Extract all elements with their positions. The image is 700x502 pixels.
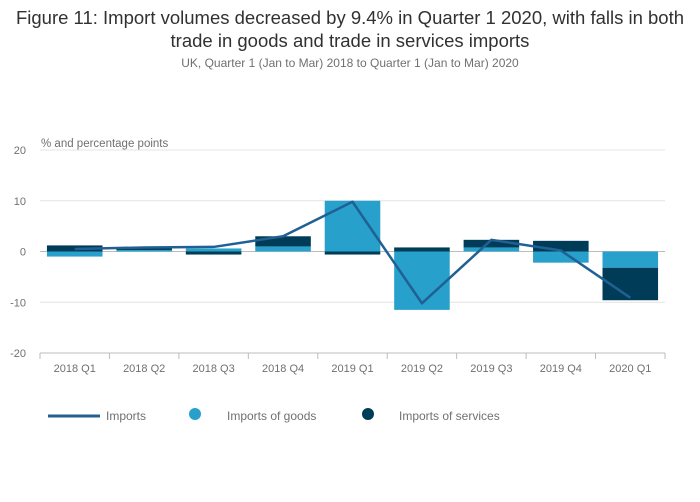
bar-imports-of-services bbox=[463, 239, 520, 248]
bar-imports-of-services bbox=[394, 247, 450, 252]
y-tick-label: 0 bbox=[20, 247, 26, 259]
bar-imports-of-services bbox=[533, 240, 589, 252]
legend-label-goods: Imports of goods bbox=[227, 409, 316, 423]
chart-title: Figure 11: Import volumes decreased by 9… bbox=[15, 7, 685, 51]
bar-imports-of-services bbox=[116, 248, 172, 250]
y-tick-label: 10 bbox=[14, 196, 26, 208]
bar-imports-of-goods bbox=[255, 246, 311, 252]
legend-label-services: Imports of services bbox=[399, 409, 500, 423]
y-tick-labels: -20 -10 0 10 20 bbox=[10, 145, 26, 360]
y-axis-title: % and percentage points bbox=[41, 138, 168, 150]
bar-imports-of-goods bbox=[533, 251, 589, 263]
bar-imports-of-goods bbox=[46, 251, 103, 257]
y-tick-label: -10 bbox=[10, 297, 26, 309]
bar-imports-of-goods bbox=[116, 249, 172, 252]
x-tick-label: 2019 Q4 bbox=[540, 363, 582, 375]
imports-line-group bbox=[74, 200, 631, 305]
y-tick-label: -20 bbox=[10, 348, 26, 360]
x-tick-label: 2019 Q3 bbox=[470, 363, 512, 375]
x-tick-label: 2020 Q1 bbox=[609, 363, 651, 375]
bar-imports-of-services bbox=[255, 236, 311, 247]
bar-imports-of-goods bbox=[324, 200, 381, 252]
bar-imports-of-goods bbox=[185, 248, 242, 252]
x-tick-label: 2018 Q1 bbox=[54, 363, 96, 375]
legend: Imports Imports of goods Imports of servic… bbox=[48, 408, 500, 423]
x-tick-label: 2018 Q3 bbox=[193, 363, 235, 375]
x-axis: 2018 Q1 2018 Q2 2018 Q3 2018 Q4 2019 Q1 2019 … bbox=[39, 352, 666, 375]
x-tick-label: 2019 Q2 bbox=[401, 363, 443, 375]
x-tick-label: 2018 Q2 bbox=[123, 363, 165, 375]
legend-swatch-goods bbox=[189, 408, 201, 420]
chart-subtitle: UK, Quarter 1 (Jan to Mar) 2018 to Quart… bbox=[181, 56, 519, 70]
bar-imports-of-goods bbox=[602, 251, 659, 268]
bar-imports-of-goods bbox=[463, 247, 520, 252]
imports-line bbox=[74, 200, 631, 305]
legend-label-imports: Imports bbox=[106, 409, 146, 423]
y-tick-label: 20 bbox=[14, 145, 26, 157]
bar-imports-of-services bbox=[324, 251, 381, 255]
x-tick-label: 2018 Q4 bbox=[262, 363, 304, 375]
x-tick-label: 2019 Q1 bbox=[331, 363, 373, 375]
bar-imports-of-goods bbox=[394, 251, 450, 310]
bar-imports-of-services bbox=[185, 251, 242, 255]
legend-swatch-services bbox=[362, 408, 374, 420]
